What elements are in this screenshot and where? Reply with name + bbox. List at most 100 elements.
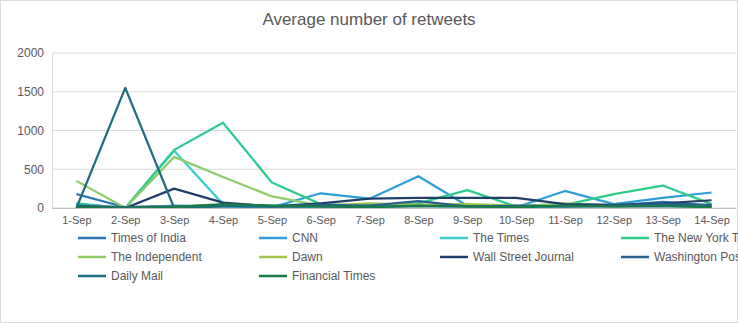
x-tick-mark — [370, 208, 371, 212]
legend-item: The Times — [440, 231, 529, 245]
y-axis-line — [52, 54, 53, 209]
y-tick-label: 1500 — [17, 85, 44, 99]
legend-swatch — [78, 256, 106, 259]
x-tick-label: 9-Sep — [453, 214, 482, 226]
x-tick: 14-Sep — [694, 208, 729, 226]
x-tick-label: 8-Sep — [404, 214, 433, 226]
grid — [52, 53, 736, 208]
grid-line — [52, 91, 736, 92]
x-tick: 10-Sep — [499, 208, 534, 226]
x-tick-label: 11-Sep — [548, 214, 583, 226]
legend-item: The Independent — [78, 250, 202, 264]
x-tick: 13-Sep — [645, 208, 680, 226]
x-tick: 9-Sep — [453, 208, 482, 226]
legend-swatch — [259, 256, 287, 259]
x-tick-mark — [467, 208, 468, 212]
x-tick-label: 2-Sep — [111, 214, 140, 226]
legend-swatch — [621, 256, 649, 259]
x-tick-mark — [76, 208, 77, 212]
title: Average number of retweets — [262, 10, 475, 29]
x-tick: 8-Sep — [404, 208, 433, 226]
legend-item: Dawn — [259, 250, 323, 264]
legend-swatch — [440, 256, 468, 259]
series-line — [76, 189, 711, 208]
legend-item: Washington Post — [621, 250, 738, 264]
legend-swatch — [259, 275, 287, 278]
legend-label: Dawn — [292, 250, 323, 264]
x-tick-mark — [174, 208, 175, 212]
y-tick-label: 2000 — [17, 46, 44, 60]
x-tick-mark — [272, 208, 273, 212]
x-tick-label: 12-Sep — [597, 214, 632, 226]
x-tick-label: 10-Sep — [499, 214, 534, 226]
x-tick-mark — [712, 208, 713, 212]
x-tick-mark — [565, 208, 566, 212]
legend-label: CNN — [292, 231, 318, 245]
legend-swatch — [440, 237, 468, 240]
legend-item: Financial Times — [259, 269, 375, 283]
legend: Times of India CNN The Times The New York T… — [78, 231, 738, 283]
grid-line — [52, 53, 736, 54]
y-tick: 500 — [24, 163, 52, 177]
legend-label: Times of India — [111, 231, 186, 245]
y-tick-label: 500 — [24, 163, 44, 177]
legend-label: The New York Times — [654, 231, 738, 245]
grid-line — [52, 169, 736, 170]
legend-label: The Times — [473, 231, 529, 245]
x-tick-mark — [223, 208, 224, 212]
x-tick: 12-Sep — [597, 208, 632, 226]
x-tick: 5-Sep — [258, 208, 287, 226]
legend-label: Daily Mail — [111, 269, 163, 283]
legend-swatch — [621, 237, 649, 240]
x-tick: 1-Sep — [62, 208, 91, 226]
x-tick-label: 4-Sep — [209, 214, 238, 226]
y-axis: 0 500 1000 1500 2000 — [17, 46, 52, 215]
y-tick: 1500 — [17, 85, 52, 99]
x-tick-mark — [663, 208, 664, 212]
x-tick-mark — [125, 208, 126, 212]
x-tick-mark — [418, 208, 419, 212]
x-tick-mark — [516, 208, 517, 212]
x-tick-label: 7-Sep — [355, 214, 384, 226]
series-line — [76, 204, 711, 208]
chart: Average number of retweets 0 500 1000 1500 20… — [0, 0, 738, 323]
lines — [76, 88, 711, 208]
x-tick-mark — [614, 208, 615, 212]
y-tick-label: 1000 — [17, 124, 44, 138]
x-tick: 3-Sep — [160, 208, 189, 226]
legend-item: Times of India — [78, 231, 186, 245]
chart-border — [1, 1, 738, 323]
series-line — [76, 123, 711, 208]
x-tick-label: 13-Sep — [645, 214, 680, 226]
x-tick: 7-Sep — [355, 208, 384, 226]
x-tick-label: 6-Sep — [307, 214, 336, 226]
y-tick: 2000 — [17, 46, 52, 60]
x-axis-line — [53, 208, 737, 209]
x-tick-label: 1-Sep — [62, 214, 91, 226]
legend-label: Washington Post — [654, 250, 738, 264]
grid-line — [52, 130, 736, 131]
x-tick-label: 5-Sep — [258, 214, 287, 226]
legend-swatch — [259, 237, 287, 240]
x-axis: 1-Sep 2-Sep 3-Sep 4-Sep 5-Sep 6-Sep 7-Sep 8-Sep… — [53, 208, 737, 226]
legend-item: The New York Times — [621, 231, 738, 245]
x-tick-label: 14-Sep — [694, 214, 729, 226]
x-tick: 6-Sep — [307, 208, 336, 226]
x-tick: 2-Sep — [111, 208, 140, 226]
x-tick: 11-Sep — [548, 208, 583, 226]
x-tick-mark — [321, 208, 322, 212]
legend-label: Financial Times — [292, 269, 375, 283]
y-tick: 1000 — [17, 124, 52, 138]
legend-label: The Independent — [111, 250, 202, 264]
legend-label: Wall Street Journal — [473, 250, 574, 264]
y-tick-label: 0 — [37, 201, 44, 215]
legend-item: CNN — [259, 231, 318, 245]
x-tick: 4-Sep — [209, 208, 238, 226]
series-line — [76, 88, 711, 208]
legend-swatch — [78, 237, 106, 240]
legend-item: Wall Street Journal — [440, 250, 574, 264]
legend-swatch — [78, 275, 106, 278]
y-tick: 0 — [37, 201, 52, 215]
legend-item: Daily Mail — [78, 269, 163, 283]
x-tick-label: 3-Sep — [160, 214, 189, 226]
